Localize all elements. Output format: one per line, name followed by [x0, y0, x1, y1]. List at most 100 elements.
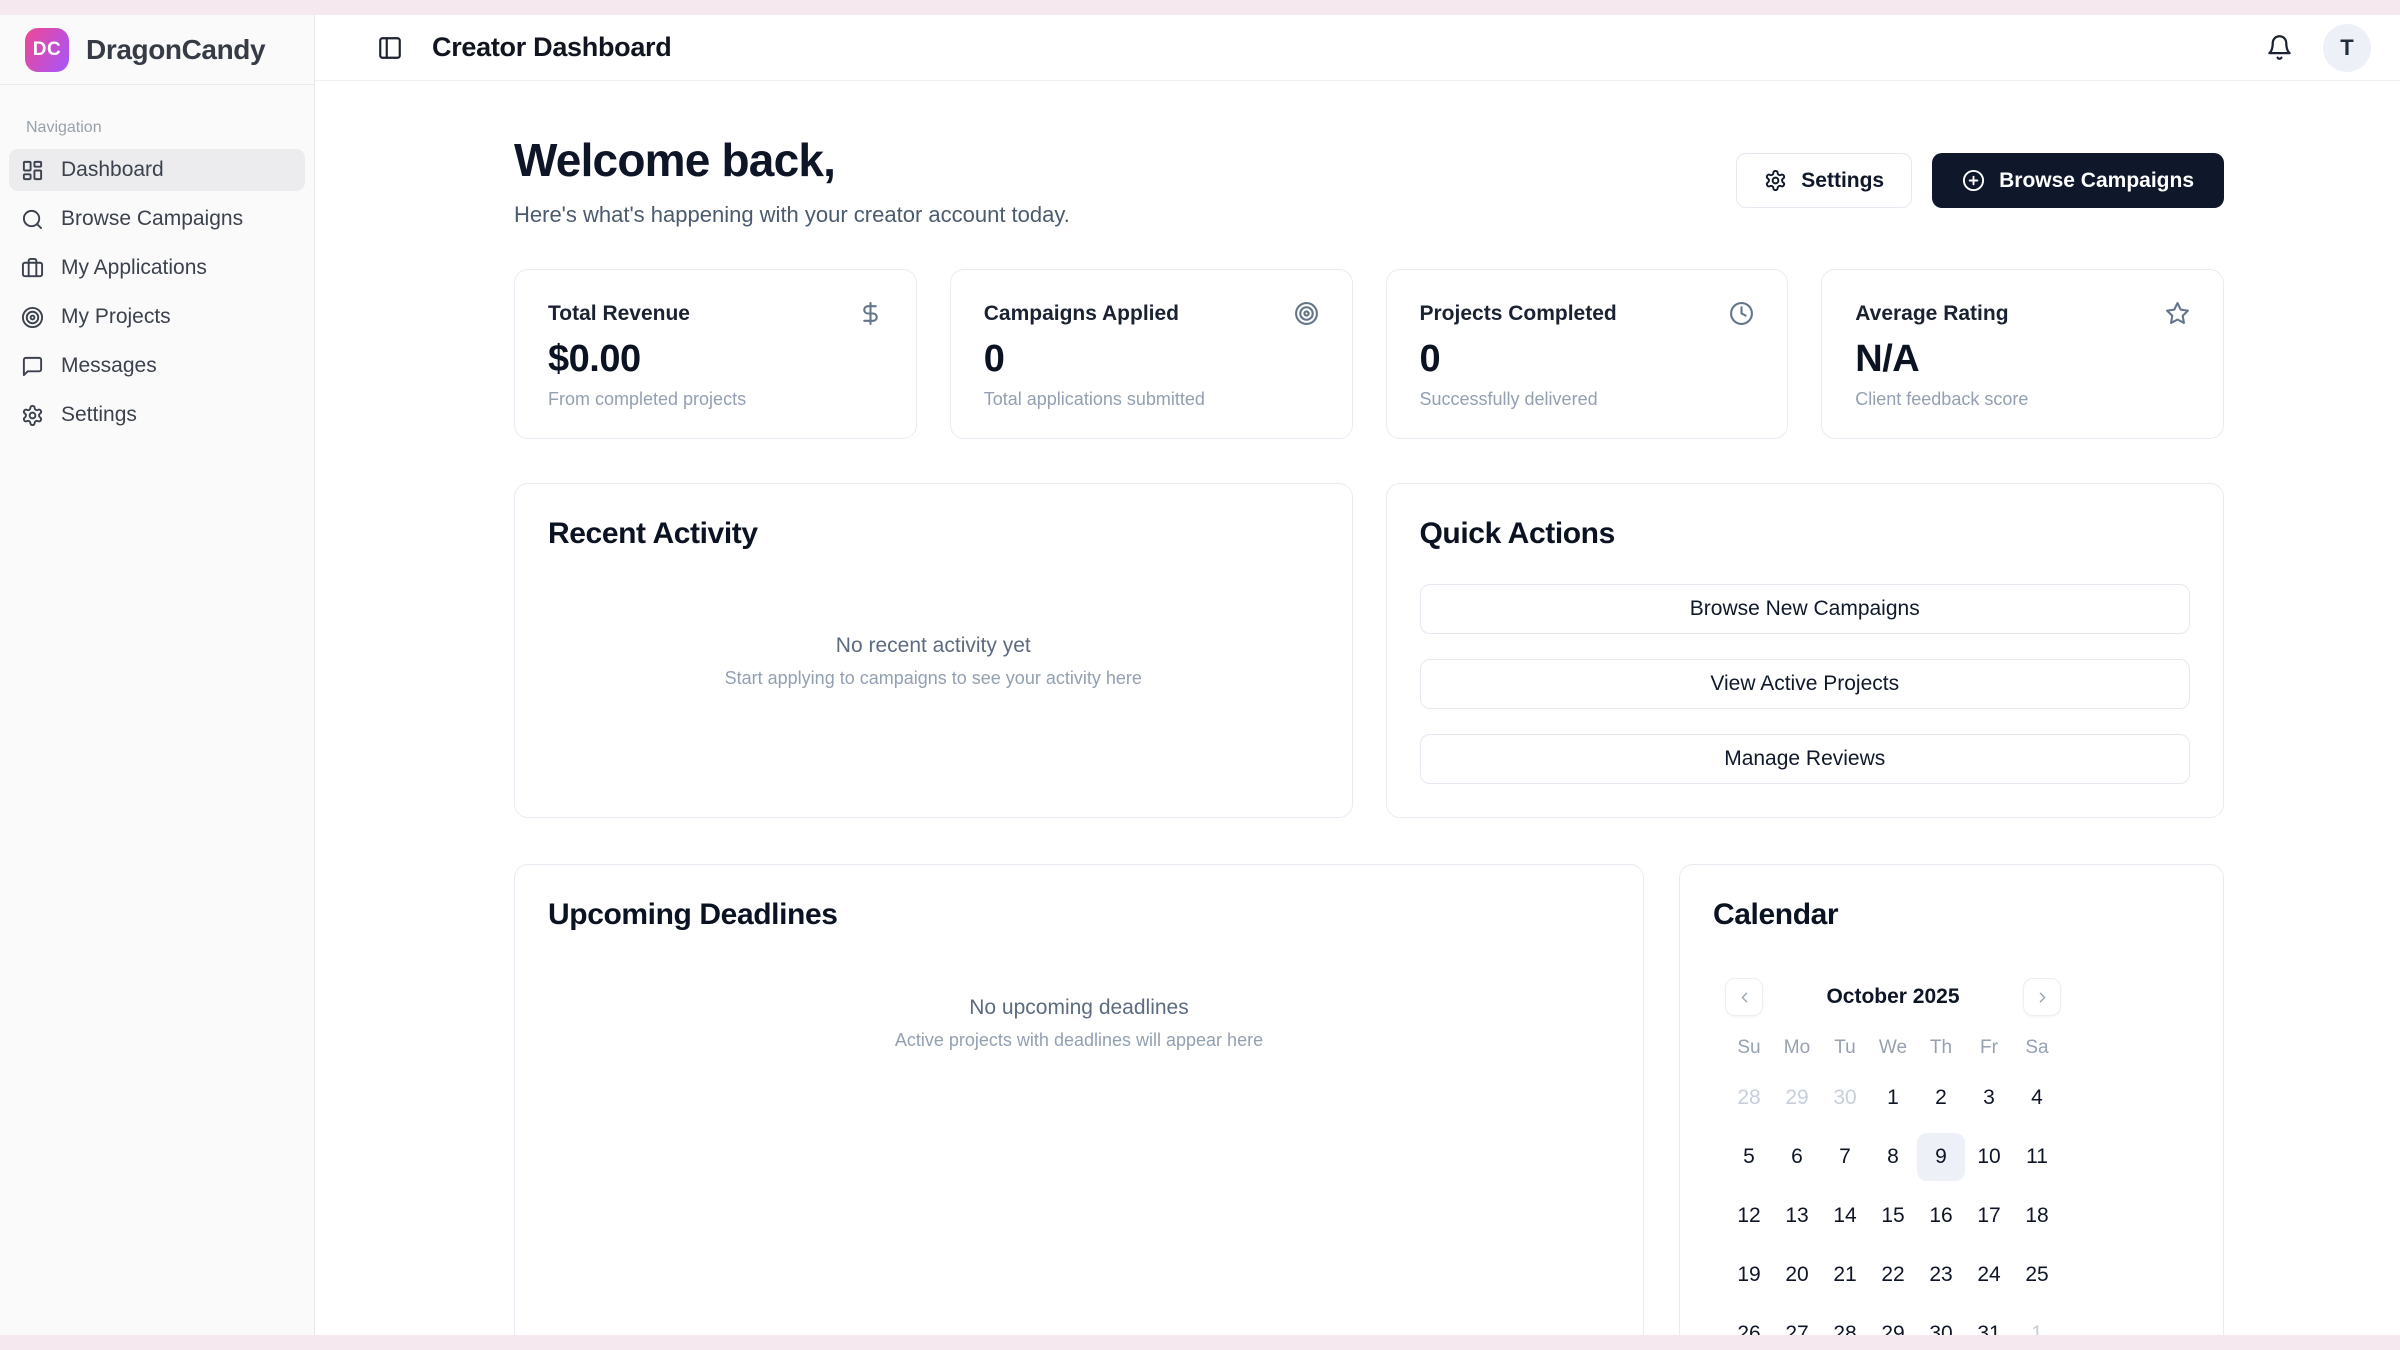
- browse-campaigns-button[interactable]: Browse Campaigns: [1932, 153, 2224, 208]
- gear-icon: [1764, 169, 1787, 192]
- avatar[interactable]: T: [2323, 23, 2371, 72]
- sidebar-item-settings[interactable]: Settings: [9, 394, 305, 436]
- calendar-day[interactable]: 14: [1833, 1204, 1857, 1227]
- stat-icon-wrap: [858, 301, 883, 326]
- calendar-day[interactable]: 1: [1887, 1086, 1899, 1109]
- calendar-prev-button[interactable]: [1725, 978, 1763, 1016]
- main-column: Creator Dashboard T Welcome back, Here's…: [315, 15, 2400, 1335]
- plus-circle-icon: [1962, 169, 1985, 192]
- sidebar-item-my-applications[interactable]: My Applications: [9, 247, 305, 289]
- briefcase-icon: [21, 257, 44, 280]
- calendar-day[interactable]: 27: [1785, 1322, 1809, 1335]
- quick-action-browse-new-campaigns[interactable]: Browse New Campaigns: [1419, 584, 2190, 634]
- calendar-day[interactable]: 28: [1737, 1086, 1761, 1109]
- sidebar-item-dashboard[interactable]: Dashboard: [9, 149, 305, 191]
- stat-card-header: Campaigns Applied: [984, 301, 1319, 326]
- calendar-day[interactable]: 25: [2025, 1263, 2049, 1286]
- calendar-day[interactable]: 6: [1791, 1145, 1803, 1168]
- quick-action-manage-reviews[interactable]: Manage Reviews: [1419, 734, 2190, 784]
- calendar-day[interactable]: 11: [2026, 1145, 2048, 1168]
- calendar-day[interactable]: 22: [1881, 1263, 1905, 1286]
- bottom-row: Upcoming Deadlines No upcoming deadlines…: [514, 864, 2224, 1335]
- sidebar: DC DragonCandy Navigation Dashboard Brows…: [0, 15, 315, 1335]
- sidebar-item-browse-campaigns[interactable]: Browse Campaigns: [9, 198, 305, 240]
- calendar-day[interactable]: 19: [1737, 1263, 1761, 1286]
- stat-label: Total Revenue: [548, 301, 690, 325]
- calendar-weekday: Mo: [1783, 1037, 1811, 1058]
- calendar-weekday: Su: [1737, 1037, 1761, 1058]
- notifications-button[interactable]: [2266, 34, 2293, 61]
- calendar-day[interactable]: 29: [1785, 1086, 1809, 1109]
- calendar-day[interactable]: 21: [1833, 1263, 1857, 1286]
- stats-row: Total Revenue $0.00 From completed project…: [514, 269, 2224, 439]
- message-icon: [21, 355, 44, 378]
- calendar-day[interactable]: 3: [1983, 1086, 1995, 1109]
- stat-value: 0: [983, 338, 1005, 380]
- calendar-title: Calendar: [1713, 898, 1839, 931]
- calendar-day[interactable]: 10: [1977, 1145, 2001, 1168]
- app-window: DC DragonCandy Navigation Dashboard Brows…: [0, 15, 2400, 1335]
- calendar-day[interactable]: 12: [1737, 1204, 1761, 1227]
- sidebar-item-messages[interactable]: Messages: [9, 345, 305, 387]
- sidebar-toggle-button[interactable]: [377, 35, 403, 61]
- calendar-weekday: Fr: [1980, 1037, 1998, 1058]
- calendar-day[interactable]: 30: [1833, 1086, 1857, 1109]
- sidebar-item-label: My Projects: [61, 305, 171, 328]
- calendar-day[interactable]: 5: [1743, 1145, 1755, 1168]
- calendar-day[interactable]: 7: [1839, 1145, 1851, 1168]
- calendar-day[interactable]: 28: [1833, 1322, 1857, 1335]
- calendar-day[interactable]: 15: [1881, 1204, 1905, 1227]
- calendar-day[interactable]: 26: [1737, 1322, 1761, 1335]
- settings-button-label: Settings: [1801, 168, 1885, 192]
- sidebar-nav-list: Dashboard Browse Campaigns My Applications…: [0, 149, 314, 436]
- recent-activity-empty: No recent activity yet Start applying to…: [548, 551, 1319, 784]
- stat-card-header: Total Revenue: [548, 301, 883, 326]
- stat-card-average-rating: Average Rating N/A Client feedback score: [1821, 269, 2224, 439]
- dashboard-content: Welcome back, Here's what's happening wi…: [315, 81, 2400, 1335]
- calendar-day[interactable]: 30: [1929, 1322, 1953, 1335]
- clock-icon: [1729, 301, 1754, 326]
- calendar-month-label: October 2025: [1826, 985, 1960, 1008]
- stat-card-projects-completed: Projects Completed 0 Successfully delivere…: [1385, 269, 1789, 439]
- chevron-right-icon: [2034, 989, 2051, 1006]
- calendar-day[interactable]: 24: [1977, 1263, 2001, 1286]
- calendar-day[interactable]: 13: [1785, 1204, 1809, 1227]
- calendar-day[interactable]: 20: [1785, 1263, 1809, 1286]
- deadlines-empty: No upcoming deadlines Active projects wi…: [548, 996, 1610, 1051]
- sidebar-item-my-projects[interactable]: My Projects: [9, 296, 305, 338]
- quick-actions-title: Quick Actions: [1419, 517, 1616, 550]
- calendar-day[interactable]: 31: [1977, 1322, 2001, 1335]
- chevron-left-icon: [1736, 989, 1753, 1006]
- calendar-day[interactable]: 23: [1929, 1263, 1953, 1286]
- calendar-day[interactable]: 29: [1881, 1322, 1905, 1335]
- sidebar-item-label: Dashboard: [61, 158, 164, 181]
- avatar-initial: T: [2340, 34, 2354, 60]
- sidebar-section-label: Navigation: [26, 119, 102, 136]
- welcome-row: Welcome back, Here's what's happening wi…: [514, 133, 2224, 228]
- bell-icon: [2266, 34, 2293, 61]
- settings-button[interactable]: Settings: [1736, 153, 1913, 208]
- calendar-day[interactable]: 17: [1977, 1204, 2001, 1227]
- recent-activity-empty-title: No recent activity yet: [835, 634, 1031, 657]
- calendar-next-button[interactable]: [2023, 978, 2061, 1016]
- quick-actions-card: Quick Actions Browse New Campaigns View A…: [1385, 483, 2224, 818]
- calendar-day[interactable]: 8: [1887, 1145, 1899, 1168]
- top-header: Creator Dashboard T: [315, 15, 2400, 81]
- calendar-weekday: Tu: [1834, 1037, 1856, 1058]
- stat-caption: Total applications submitted: [983, 389, 1205, 409]
- calendar-day-today[interactable]: 9: [1917, 1133, 1965, 1181]
- calendar-day[interactable]: 2: [1935, 1086, 1947, 1109]
- calendar-card: Calendar October 2025: [1679, 864, 2224, 1335]
- stat-value: $0.00: [548, 338, 641, 380]
- calendar-day[interactable]: 16: [1929, 1204, 1953, 1227]
- stat-card-header: Average Rating: [1855, 301, 2190, 326]
- target-icon: [21, 306, 44, 329]
- calendar-day[interactable]: 4: [2031, 1086, 2043, 1109]
- calendar-day[interactable]: 1: [2031, 1322, 2043, 1335]
- quick-action-view-active-projects[interactable]: View Active Projects: [1419, 659, 2190, 709]
- quick-actions-list: Browse New Campaigns View Active Projects…: [1419, 584, 2190, 784]
- stat-value: 0: [1419, 338, 1441, 380]
- sidebar-item-label: My Applications: [61, 256, 207, 279]
- gear-icon: [21, 404, 44, 427]
- calendar-day[interactable]: 18: [2025, 1204, 2049, 1227]
